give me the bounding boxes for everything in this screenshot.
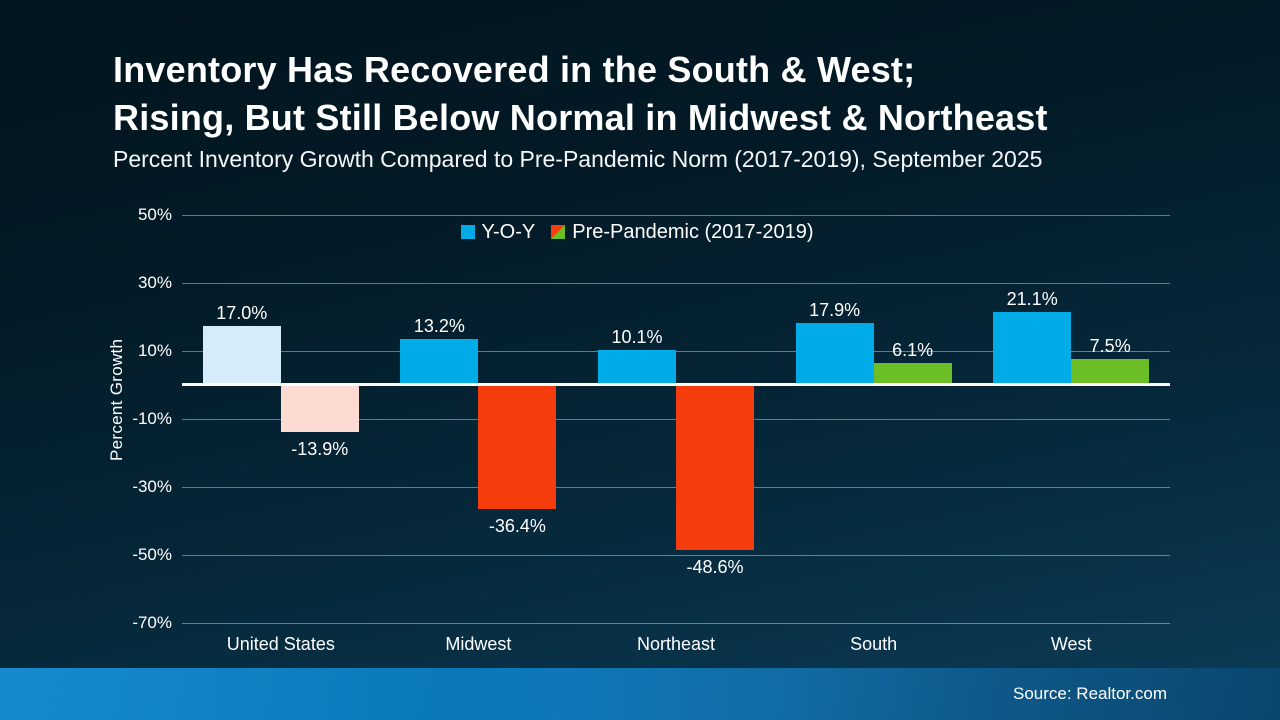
zero-baseline (182, 383, 1170, 386)
footer-bar: Source: Realtor.com (0, 668, 1280, 720)
value-label-y-o-y-northeast: 10.1% (611, 326, 663, 347)
y-tick-label: 50% (137, 205, 172, 224)
y-tick-label: -70% (132, 613, 172, 632)
y-tick-label: -10% (132, 409, 172, 428)
x-axis-label-south: South (850, 634, 898, 654)
source-text: Source: Realtor.com (1012, 684, 1167, 703)
value-label-y-o-y-south: 17.9% (809, 300, 861, 321)
bar-y-o-y-united-states (202, 326, 281, 384)
bar-pre-pandemic-2017-2019--northeast (676, 386, 754, 551)
gridline (182, 351, 1170, 352)
chart-title: Inventory Has Recovered in the South & W… (113, 46, 1048, 142)
legend-item-y-o-y: Y-O-Y (460, 220, 536, 244)
value-label-y-o-y-west: 21.1% (1006, 289, 1058, 310)
x-axis-label-midwest: Midwest (445, 634, 512, 654)
chart-subtitle: Percent Inventory Growth Compared to Pre… (113, 146, 1043, 172)
y-tick-label: 30% (137, 273, 172, 292)
gridline (182, 555, 1170, 556)
bar-y-o-y-midwest (400, 339, 479, 384)
value-label-pre-pandemic-2017-2019--south: 6.1% (892, 340, 934, 361)
bar-pre-pandemic-2017-2019--united-states (280, 386, 359, 433)
bar-y-o-y-west (993, 312, 1072, 384)
bar-pre-pandemic-2017-2019--midwest (478, 386, 557, 509)
legend-label: Pre-Pandemic (2017-2019) (572, 220, 814, 243)
x-axis-label-northeast: Northeast (636, 634, 715, 654)
legend-item-pre-pandemic-2017-2019-: Pre-Pandemic (2017-2019) (551, 221, 813, 244)
bar-y-o-y-northeast (598, 349, 676, 384)
bar-y-o-y-south (795, 323, 874, 384)
value-label-y-o-y-united-states: 17.0% (216, 303, 268, 324)
value-label-pre-pandemic-2017-2019--midwest: -36.4% (488, 515, 546, 536)
bar-pre-pandemic-2017-2019--west (1071, 358, 1150, 384)
chart-title-line-2: Rising, But Still Below Normal in Midwes… (113, 97, 1048, 138)
value-label-pre-pandemic-2017-2019--united-states: -13.9% (291, 439, 349, 460)
chart-legend: Y-O-Y Pre-Pandemic (2017-2019) (182, 218, 1092, 246)
chart-title-line-1: Inventory Has Recovered in the South & W… (113, 49, 916, 90)
y-tick-label: -50% (132, 545, 172, 564)
bar-pre-pandemic-2017-2019--south (873, 363, 952, 384)
y-tick-label: 10% (137, 341, 172, 360)
value-label-y-o-y-midwest: 13.2% (413, 316, 465, 337)
y-tick-label: -30% (132, 477, 172, 496)
gridline (182, 215, 1170, 216)
gridline (182, 623, 1170, 624)
x-axis-label-west: West (1050, 634, 1092, 654)
x-axis-label-united-states: United States (226, 634, 335, 654)
value-label-pre-pandemic-2017-2019--west: 7.5% (1089, 335, 1131, 356)
legend-swatch-icon (551, 225, 566, 239)
gridline (182, 283, 1170, 284)
legend-swatch-icon (460, 225, 475, 239)
value-label-pre-pandemic-2017-2019--northeast: -48.6% (686, 557, 744, 578)
legend-label: Y-O-Y (481, 220, 536, 243)
